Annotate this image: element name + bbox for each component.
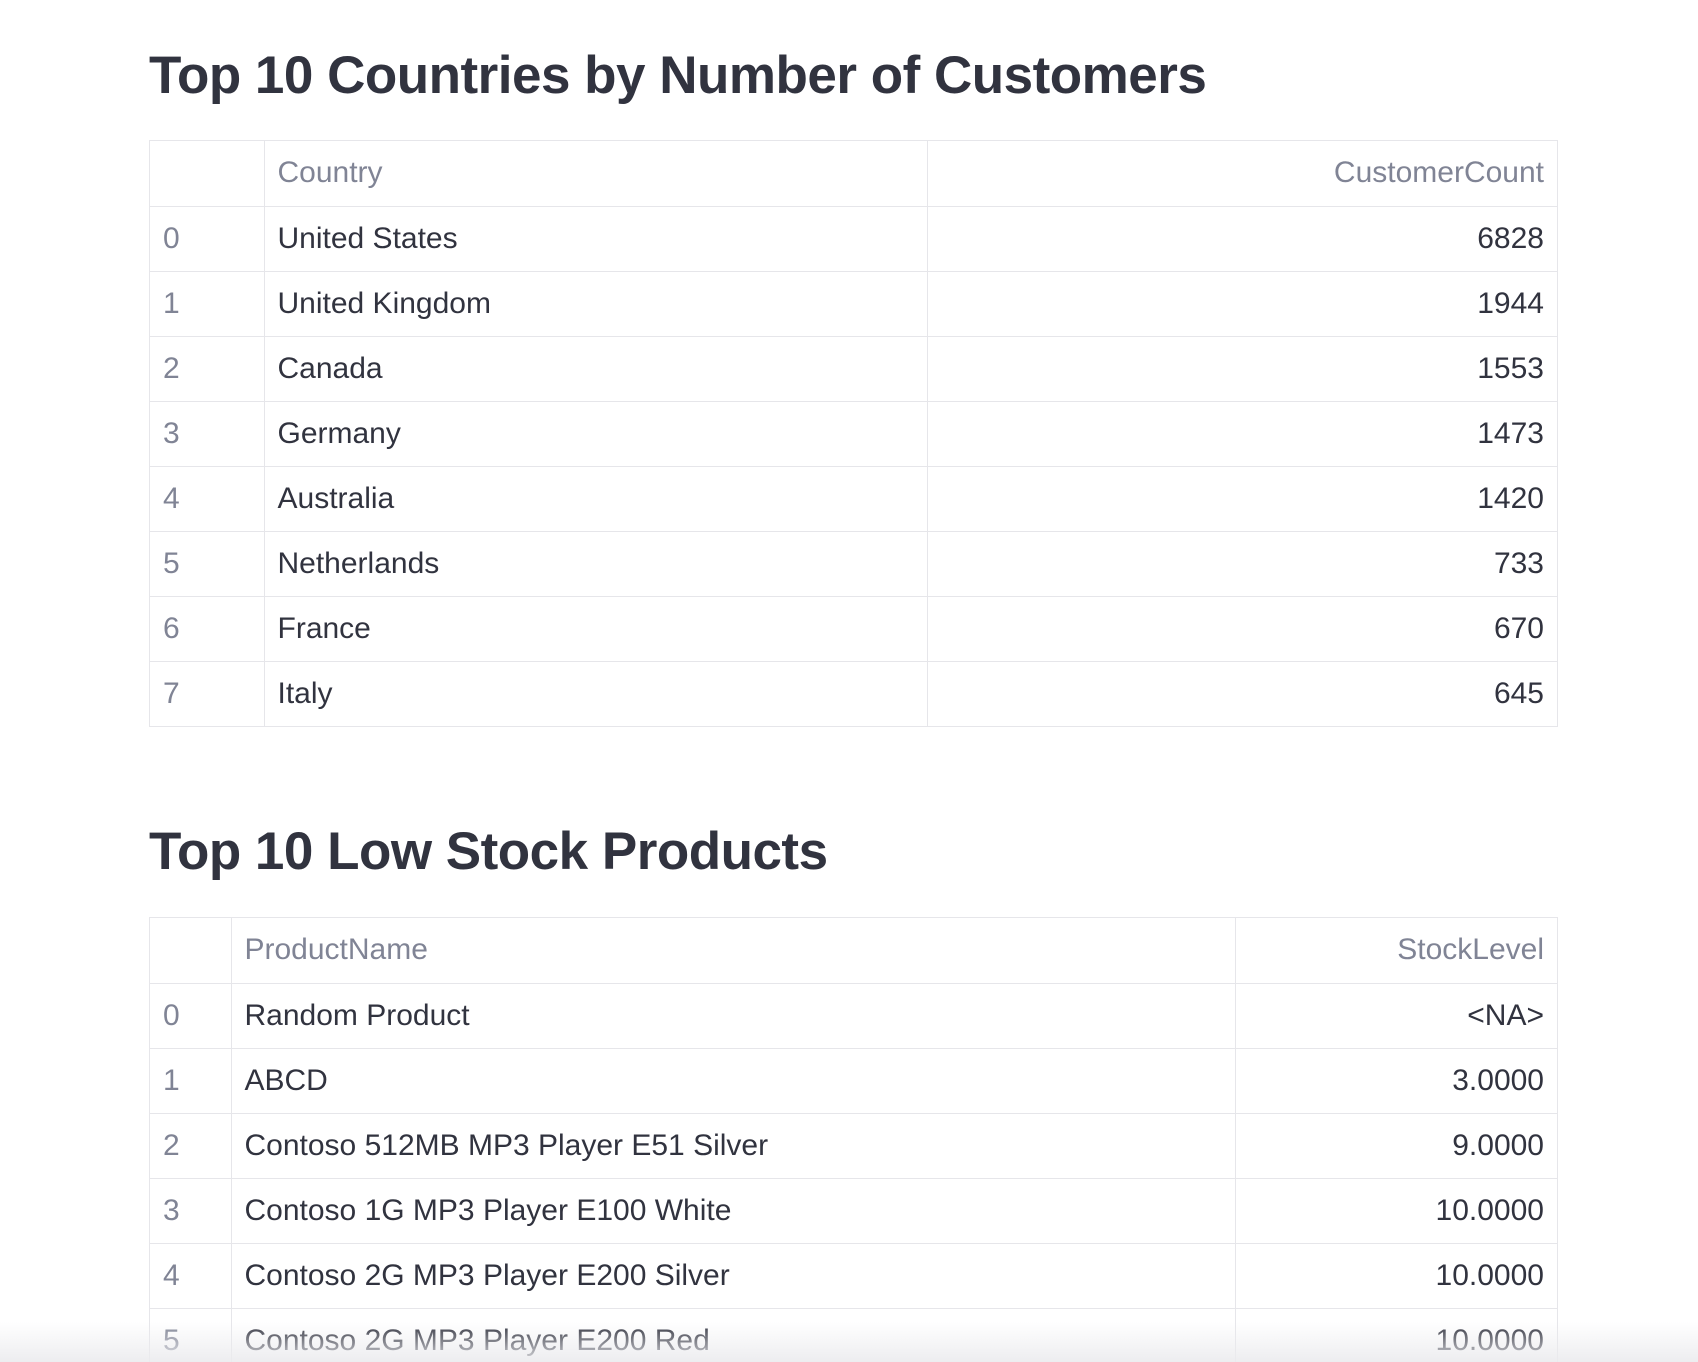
table-row: 5 Contoso 2G MP3 Player E200 Red 10.0000 (150, 1308, 1557, 1362)
row-index[interactable]: 1 (150, 271, 265, 337)
stock-level-cell[interactable]: 10.0000 (1235, 1178, 1557, 1244)
customer-count-cell[interactable]: 645 (1493, 676, 1544, 710)
table-row: 3 Contoso 1G MP3 Player E100 White 10.00… (150, 1178, 1557, 1244)
table-row: 1 ABCD 3.0000 (150, 1048, 1557, 1114)
product-name-cell[interactable]: Contoso 2G MP3 Player E200 Silver (231, 1243, 1236, 1309)
stock-level-cell[interactable]: 3.0000 (1235, 1048, 1557, 1114)
customer-count-cell[interactable]: 1944 (927, 271, 1557, 337)
customers-table: Country CustomerCount 0 United States 68… (150, 141, 1557, 726)
country-cell[interactable]: France (264, 596, 928, 662)
row-index[interactable]: 3 (150, 1178, 232, 1244)
customers-header-row: Country CustomerCount (150, 141, 1557, 207)
row-index[interactable]: 0 (150, 983, 232, 1049)
customers-rows: 0 United States 6828 1 United Kingdom 19… (150, 206, 1557, 726)
table-row: 0 United States 6828 (150, 206, 1557, 272)
country-cell[interactable]: Canada (264, 336, 928, 402)
customer-count-cell[interactable]: 6828 (927, 206, 1557, 272)
country-cell[interactable]: Australia (264, 466, 928, 532)
customers-title: Top 10 Countries by Number of Customers (149, 46, 1207, 105)
table-row: 2 Canada 1553 (150, 336, 1557, 402)
table-row: 6 France 670 (150, 596, 1557, 662)
customer-count-cell[interactable]: 670 (927, 596, 1557, 662)
row-index[interactable]: 1 (150, 1048, 232, 1114)
customer-count-cell[interactable]: 1473 (927, 401, 1557, 467)
stock-level-cell[interactable]: 9.0000 (1235, 1113, 1557, 1179)
table-row: 2 Contoso 512MB MP3 Player E51 Silver 9.… (150, 1113, 1557, 1179)
table-row: 4 Contoso 2G MP3 Player E200 Silver 10.0… (150, 1243, 1557, 1309)
row-index[interactable]: 5 (150, 1308, 232, 1362)
country-cell[interactable]: United States (264, 206, 928, 272)
table-row: 5 Netherlands 733 (150, 531, 1557, 597)
table-row: 4 Australia 1420 (150, 466, 1557, 532)
low-stock-table: ProductName StockLevel 0 Random Product … (150, 918, 1557, 1362)
product-name-cell[interactable]: Contoso 2G MP3 Player E200 Red (231, 1308, 1236, 1362)
product-name-cell[interactable]: Contoso 1G MP3 Player E100 White (231, 1178, 1236, 1244)
stock-level-cell[interactable]: 10.0000 (1435, 1323, 1544, 1357)
row-index[interactable]: 4 (150, 466, 265, 532)
table-row: 7 Italy 645 (150, 661, 1557, 726)
product-name-cell[interactable]: Random Product (231, 983, 1236, 1049)
row-index[interactable]: 2 (150, 336, 265, 402)
index-header[interactable] (150, 918, 232, 984)
customer-count-header[interactable]: CustomerCount (927, 141, 1557, 207)
product-name-header[interactable]: ProductName (231, 918, 1236, 984)
product-name-cell[interactable]: Contoso 512MB MP3 Player E51 Silver (231, 1113, 1236, 1179)
row-index[interactable]: 2 (150, 1113, 232, 1179)
low-stock-rows: 0 Random Product <NA> 1 ABCD 3.0000 2 Co… (150, 983, 1557, 1362)
row-index[interactable]: 5 (150, 531, 265, 597)
country-header[interactable]: Country (264, 141, 928, 207)
row-index[interactable]: 7 (150, 661, 265, 726)
stock-level-cell[interactable]: <NA> (1235, 983, 1557, 1049)
row-index[interactable]: 0 (150, 206, 265, 272)
row-index[interactable]: 3 (150, 401, 265, 467)
customer-count-cell[interactable]: 1420 (927, 466, 1557, 532)
stock-level-cell[interactable]: 10.0000 (1235, 1243, 1557, 1309)
row-index[interactable]: 4 (150, 1243, 232, 1309)
country-cell[interactable]: Netherlands (264, 531, 928, 597)
table-row: 1 United Kingdom 1944 (150, 271, 1557, 337)
stock-level-header[interactable]: StockLevel (1235, 918, 1557, 984)
customer-count-cell[interactable]: 733 (927, 531, 1557, 597)
customer-count-cell[interactable]: 1553 (927, 336, 1557, 402)
customers-section: Top 10 Countries by Number of Customers … (149, 40, 1558, 727)
low-stock-section: Top 10 Low Stock Products ProductName St… (149, 816, 1558, 1362)
customers-table-frame[interactable]: Country CustomerCount 0 United States 68… (149, 140, 1558, 727)
low-stock-title: Top 10 Low Stock Products (149, 822, 828, 881)
country-cell[interactable]: Italy (264, 661, 928, 726)
product-name-cell[interactable]: ABCD (231, 1048, 1236, 1114)
country-cell[interactable]: Germany (264, 401, 928, 467)
table-row: 3 Germany 1473 (150, 401, 1557, 467)
country-cell[interactable]: United Kingdom (264, 271, 928, 337)
row-index[interactable]: 6 (150, 596, 265, 662)
index-header[interactable] (150, 141, 265, 207)
table-row: 0 Random Product <NA> (150, 983, 1557, 1049)
low-stock-header-row: ProductName StockLevel (150, 918, 1557, 984)
low-stock-table-frame[interactable]: ProductName StockLevel 0 Random Product … (149, 917, 1558, 1362)
